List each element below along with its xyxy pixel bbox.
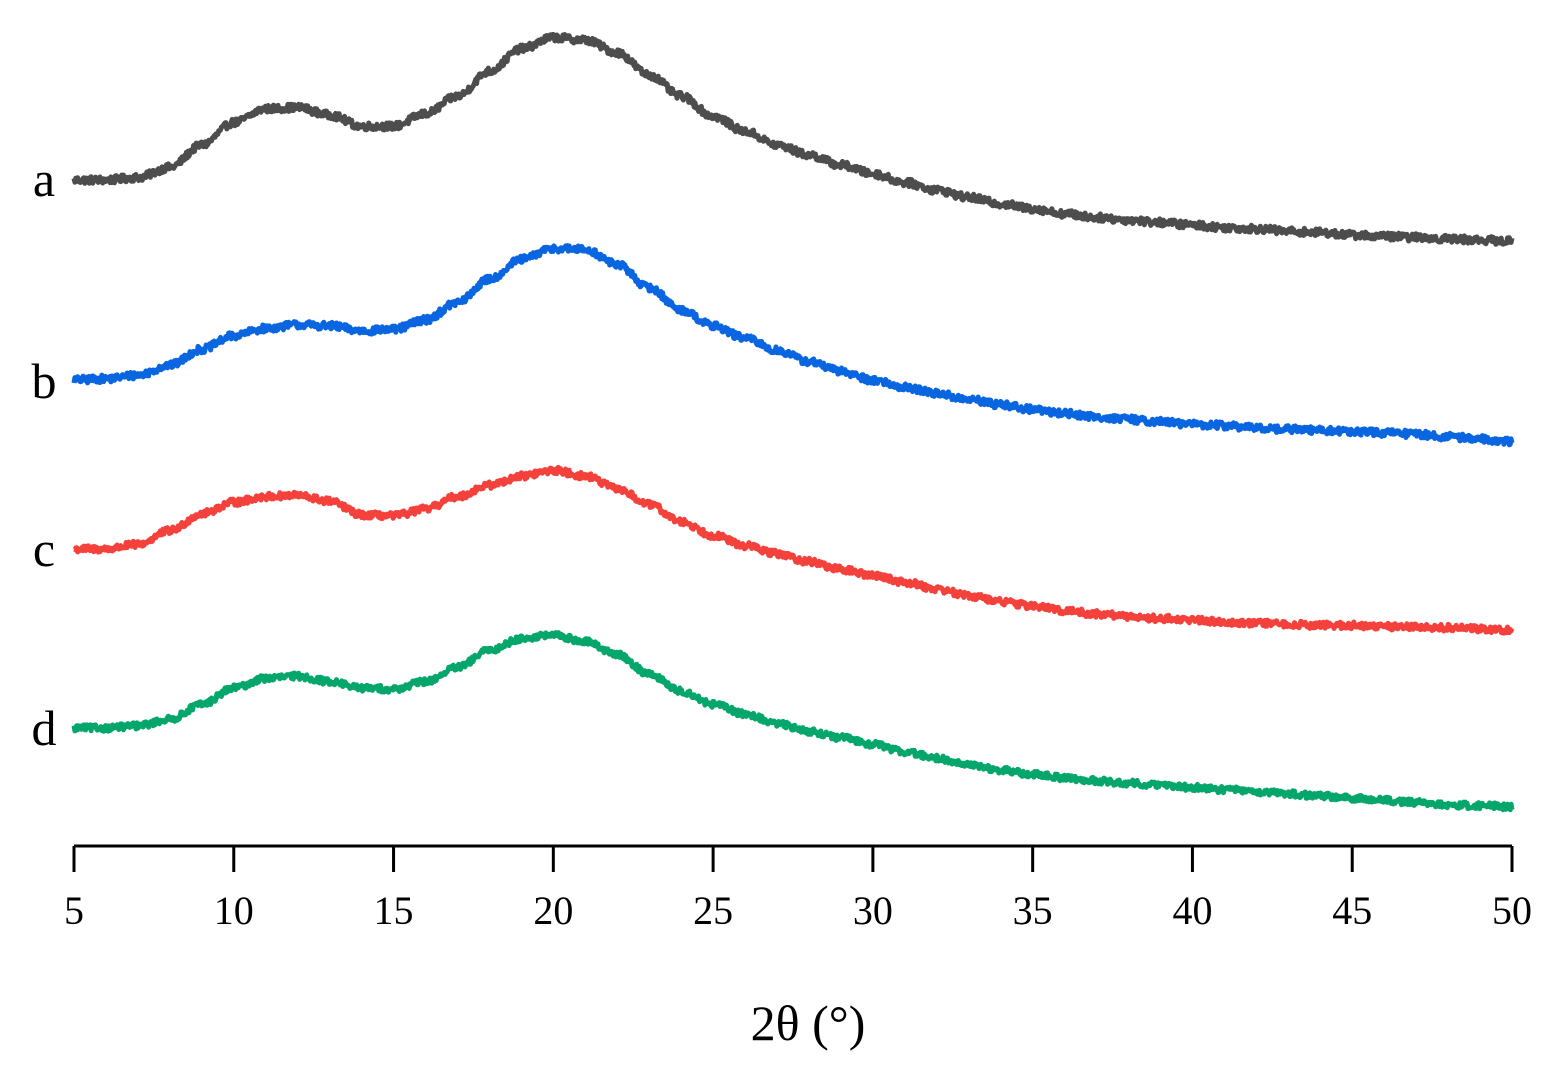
x-tick-label-5: 5 [64,888,84,933]
series-line-a [71,31,1515,247]
series-label-a: a [33,151,55,207]
series-label-c: c [33,521,55,577]
series-line-d [71,630,1515,813]
x-tick-label-50: 50 [1492,888,1532,933]
x-tick-label-25: 25 [693,888,733,933]
series-label-b: b [32,353,57,409]
x-tick-label-15: 15 [374,888,414,933]
series-line-b [71,243,1515,448]
series-line-c [72,464,1515,636]
series-label-d: d [32,700,57,756]
series-label-layer: a b c d [32,151,57,756]
x-tick-label-45: 45 [1332,888,1372,933]
x-tick-label-30: 30 [853,888,893,933]
x-tick-label-40: 40 [1172,888,1212,933]
x-tick-label-10: 10 [214,888,254,933]
x-axis-title: 2θ (°) [751,995,866,1051]
x-tick-label-35: 35 [1013,888,1053,933]
series-layer [71,31,1515,813]
x-ticks: 5 10 15 20 25 30 35 40 45 50 [64,846,1532,933]
x-tick-label-20: 20 [533,888,573,933]
